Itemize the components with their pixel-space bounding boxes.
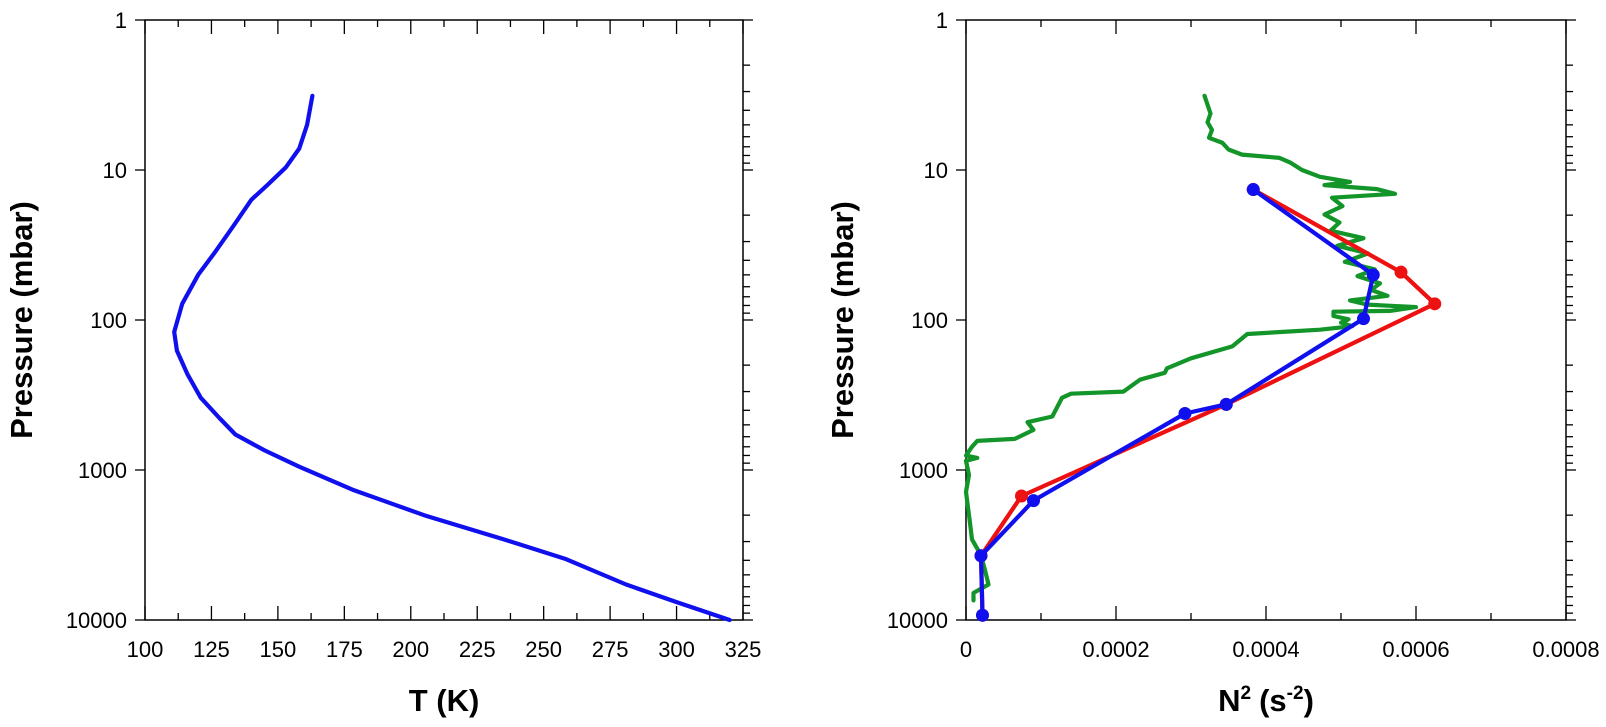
right-x-tick-label: 0.0004 [1232, 637, 1299, 662]
left-x-tick-label: 200 [392, 637, 429, 662]
right-red-marker [1015, 489, 1028, 503]
temperature-profile-chart: 100 125 150 175 200 225 250 275 300 325 110100100… [4, 8, 761, 718]
left-x-tick-label: 250 [525, 637, 562, 662]
right-blue-marker [976, 608, 989, 622]
left-y-tick-label: 10 [103, 158, 127, 183]
right-x-tick-label: 0.0008 [1532, 637, 1599, 662]
right-x-tick-labels: 0 0.0002 0.0004 0.0006 0.0008 [960, 637, 1600, 662]
right-x-title-unit: (s [1259, 683, 1287, 718]
left-y-tick-label: 1 [115, 8, 127, 33]
right-x-tick-label: 0 [960, 637, 972, 662]
right-y-tick-label: 10000 [887, 608, 948, 633]
left-x-tick-labels: 100 125 150 175 200 225 250 275 300 325 [127, 637, 762, 662]
right-axis-ticks [956, 19, 1576, 621]
right-x-title-main: N [1218, 683, 1240, 718]
left-x-tick-label: 150 [260, 637, 297, 662]
right-x-title-unit-sup: -2 [1287, 683, 1304, 704]
right-x-tick-label: 0.0006 [1382, 637, 1449, 662]
right-series-green [963, 93, 1419, 603]
right-blue-marker [1366, 268, 1380, 282]
right-red-marker [1428, 297, 1442, 311]
left-y-tick-label: 100 [90, 308, 127, 333]
right-blue-marker [1219, 397, 1233, 411]
left-series-temperature-profile [172, 93, 732, 623]
left-y-tick-labels: 1 10 100 1000 10000 [66, 8, 127, 633]
left-x-tick-label: 125 [193, 637, 230, 662]
buoyancy-frequency-chart: 0 0.0002 0.0004 0.0006 0.0008 1 10 100 1000 1000… [825, 8, 1600, 718]
right-y-axis-title: Pressure (mbar) [825, 201, 860, 439]
right-y-tick-label: 100 [911, 308, 948, 333]
left-x-axis-title: T (K) [409, 683, 480, 718]
right-x-tick-label: 0.0002 [1082, 637, 1149, 662]
right-blue-marker [1178, 406, 1192, 420]
left-y-tick-label: 10000 [66, 608, 127, 633]
right-x-axis-title: N2 (s-2) [1218, 683, 1314, 718]
right-blue-marker [1246, 183, 1260, 197]
right-blue-marker [1027, 494, 1040, 508]
left-axis-ticks [135, 19, 753, 621]
left-x-tick-label: 300 [658, 637, 695, 662]
left-x-tick-label: 275 [592, 637, 629, 662]
right-blue-marker [1357, 312, 1370, 326]
right-x-title-sup: 2 [1241, 683, 1252, 704]
left-x-tick-label: 225 [459, 637, 496, 662]
right-red-marker [1394, 265, 1408, 279]
left-plot-frame [144, 19, 744, 621]
left-x-tick-label: 100 [127, 637, 164, 662]
right-plot-frame [965, 19, 1567, 621]
right-y-tick-labels: 1 10 100 1000 10000 [887, 8, 948, 633]
right-series-red [978, 187, 1437, 618]
left-y-axis-title: Pressure (mbar) [4, 201, 39, 439]
left-x-tick-label: 325 [725, 637, 762, 662]
right-series-group [963, 93, 1442, 622]
right-y-tick-label: 1 [936, 8, 948, 33]
right-blue-marker [974, 549, 988, 563]
right-y-tick-label: 10 [924, 158, 948, 183]
right-y-tick-label: 1000 [899, 458, 948, 483]
right-series-blue [978, 187, 1376, 618]
left-series-group [172, 93, 732, 623]
right-x-title-close: ) [1304, 683, 1314, 718]
left-x-tick-label: 175 [326, 637, 363, 662]
left-y-tick-label: 1000 [78, 458, 127, 483]
